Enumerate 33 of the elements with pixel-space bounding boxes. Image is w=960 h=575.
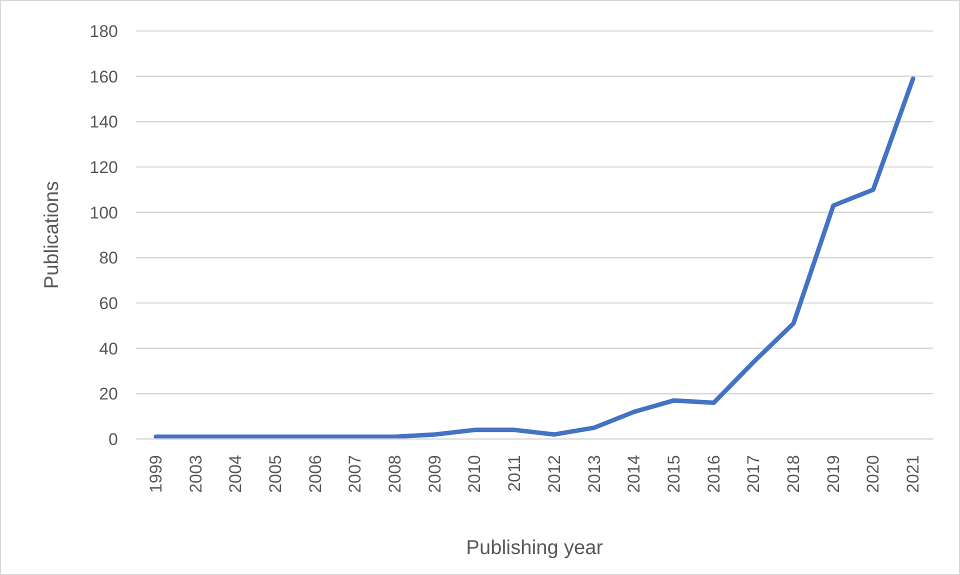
y-axis-title: Publications xyxy=(41,181,64,289)
x-tick-label: 2008 xyxy=(386,455,405,493)
x-tick-label: 2014 xyxy=(624,455,644,493)
x-tick-label: 2012 xyxy=(544,455,564,493)
y-tick-label: 0 xyxy=(108,430,118,450)
x-tick-label: 2018 xyxy=(784,455,804,493)
x-tick-label: 2005 xyxy=(266,455,285,493)
y-tick-label: 180 xyxy=(90,22,118,42)
x-tick-label: 2004 xyxy=(226,455,246,493)
y-tick-label: 100 xyxy=(90,203,118,222)
x-tick-label: 1999 xyxy=(146,455,166,493)
x-tick-label: 2007 xyxy=(346,455,365,493)
x-tick-label: 2015 xyxy=(664,455,684,493)
x-tick-label: 2013 xyxy=(584,455,604,493)
x-tick-label: 2006 xyxy=(306,455,325,493)
x-tick-label: 2011 xyxy=(505,455,524,492)
y-tick-label: 40 xyxy=(99,339,118,358)
y-tick-label: 160 xyxy=(90,67,118,86)
x-tick-label: 2021 xyxy=(904,455,923,493)
x-tick-label: 2019 xyxy=(824,455,843,493)
y-tick-label: 60 xyxy=(99,294,118,314)
x-tick-label: 2010 xyxy=(465,455,484,493)
x-tick-label: 2020 xyxy=(864,455,883,493)
x-tick-label: 2003 xyxy=(186,455,206,493)
y-tick-label: 140 xyxy=(90,112,118,132)
y-tick-label: 120 xyxy=(90,158,118,178)
y-tick-label: 20 xyxy=(99,384,118,404)
x-tick-label: 2016 xyxy=(704,455,724,493)
y-tick-label: 80 xyxy=(99,248,118,268)
x-axis-title: Publishing year xyxy=(466,537,604,559)
line-series xyxy=(154,76,916,439)
x-tick-label: 2017 xyxy=(744,455,764,493)
x-tick-label: 2009 xyxy=(425,455,444,493)
